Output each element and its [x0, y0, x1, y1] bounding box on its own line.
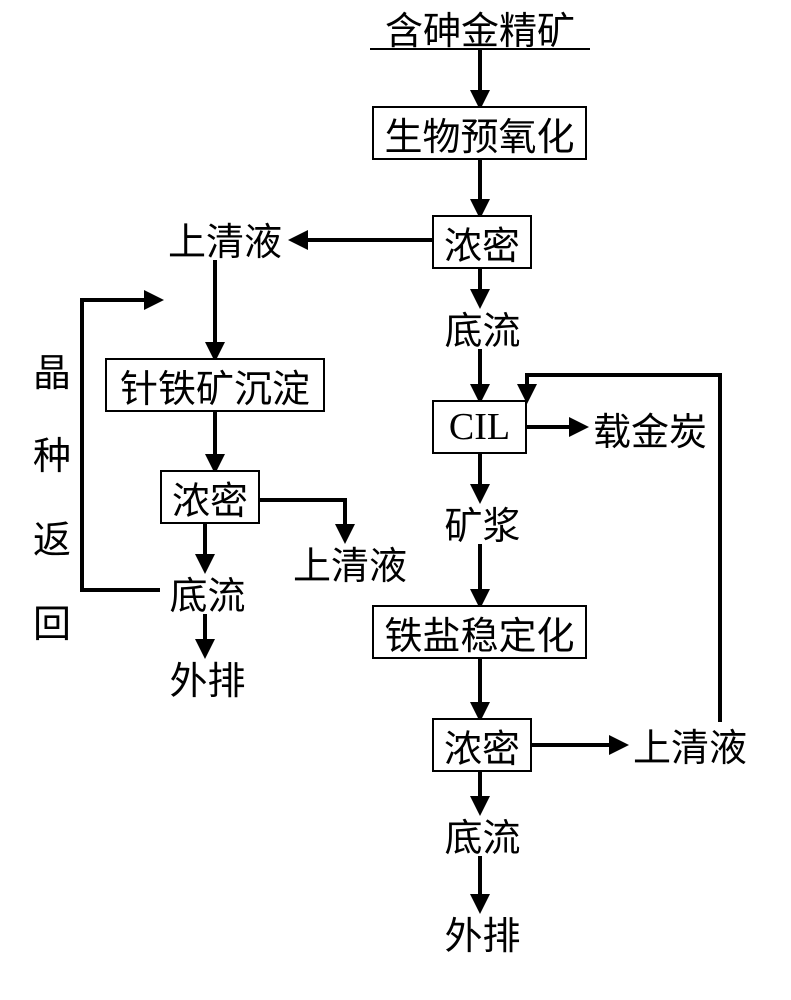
- node-start: 含砷金精矿: [370, 6, 590, 50]
- node-seed_return: 晶种返回: [30, 400, 74, 600]
- node-slurry: 矿浆: [435, 500, 530, 544]
- node-fe_stab: 铁盐稳定化: [372, 605, 587, 659]
- node-thicken1: 浓密: [432, 215, 532, 269]
- node-thicken2: 浓密: [160, 470, 260, 524]
- node-goethite: 针铁矿沉淀: [105, 358, 325, 412]
- node-underflow1: 底流: [435, 305, 530, 349]
- arrow-underflow2-to-goethite_seed: [82, 300, 160, 590]
- node-loaded_carbon: 载金炭: [585, 406, 715, 450]
- node-underflow3: 底流: [435, 812, 530, 856]
- node-sup1: 上清液: [160, 216, 290, 260]
- node-underflow2: 底流: [160, 570, 255, 614]
- node-discharge3: 外排: [435, 910, 530, 954]
- node-cil: CIL: [432, 400, 527, 454]
- node-sup3: 上清液: [625, 722, 755, 766]
- node-thicken3: 浓密: [432, 718, 532, 772]
- node-sup2: 上清液: [285, 540, 415, 584]
- node-discharge2: 外排: [160, 655, 255, 699]
- node-bio_oxid: 生物预氧化: [372, 106, 587, 160]
